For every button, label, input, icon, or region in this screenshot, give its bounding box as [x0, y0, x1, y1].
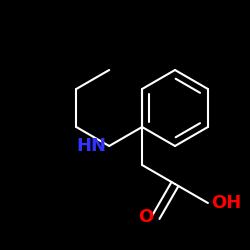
Text: HN: HN — [76, 137, 106, 155]
Text: OH: OH — [211, 194, 241, 212]
Text: O: O — [138, 208, 153, 226]
